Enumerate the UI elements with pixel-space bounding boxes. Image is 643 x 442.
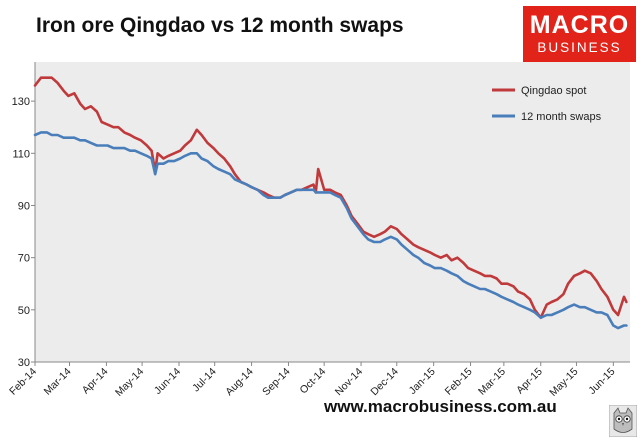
x-tick-label: Jan-15 — [407, 366, 438, 397]
x-tick-label: Nov-14 — [333, 366, 366, 399]
x-tick-label: Dec-14 — [368, 366, 401, 399]
x-tick-label: Sep-14 — [260, 366, 293, 399]
owl-mascot-icon — [609, 405, 637, 437]
x-tick-label: Aug-14 — [223, 366, 256, 399]
y-tick-label: 110 — [12, 148, 30, 160]
x-tick-label: Apr-14 — [80, 366, 111, 397]
x-tick-label: Jun-15 — [586, 366, 617, 397]
y-tick-label: 130 — [12, 96, 30, 108]
x-tick-label: May-14 — [113, 366, 146, 399]
x-tick-label: Mar-14 — [42, 366, 74, 398]
logo-line-macro: MACRO — [529, 11, 630, 39]
y-tick-label: 30 — [18, 357, 30, 369]
x-tick-label: Feb-15 — [443, 366, 475, 398]
x-tick-label: Feb-14 — [7, 366, 39, 398]
legend-label: Qingdao spot — [521, 85, 586, 97]
plot-area — [35, 62, 630, 362]
logo-line-business: BUSINESS — [537, 40, 622, 55]
x-tick-label: Jul-14 — [190, 366, 219, 395]
y-tick-label: 70 — [18, 253, 30, 265]
x-tick-label: Oct-14 — [298, 366, 329, 397]
legend-label: 12 month swaps — [521, 111, 602, 123]
series-line-12-month-swaps — [33, 131, 628, 330]
x-tick-label: May-15 — [547, 366, 580, 399]
y-tick-label: 50 — [18, 305, 30, 317]
x-tick-label: Apr-15 — [514, 366, 545, 397]
series-line-qingdao-spot — [33, 76, 628, 320]
macrobusiness-logo: MACRO BUSINESS — [523, 6, 636, 62]
x-tick-label: Jun-14 — [152, 366, 183, 397]
chart-title: Iron ore Qingdao vs 12 month swaps — [36, 14, 404, 37]
y-tick-label: 90 — [18, 200, 30, 212]
x-tick-label: Mar-15 — [476, 366, 508, 398]
website-footer: www.macrobusiness.com.au — [324, 397, 557, 416]
